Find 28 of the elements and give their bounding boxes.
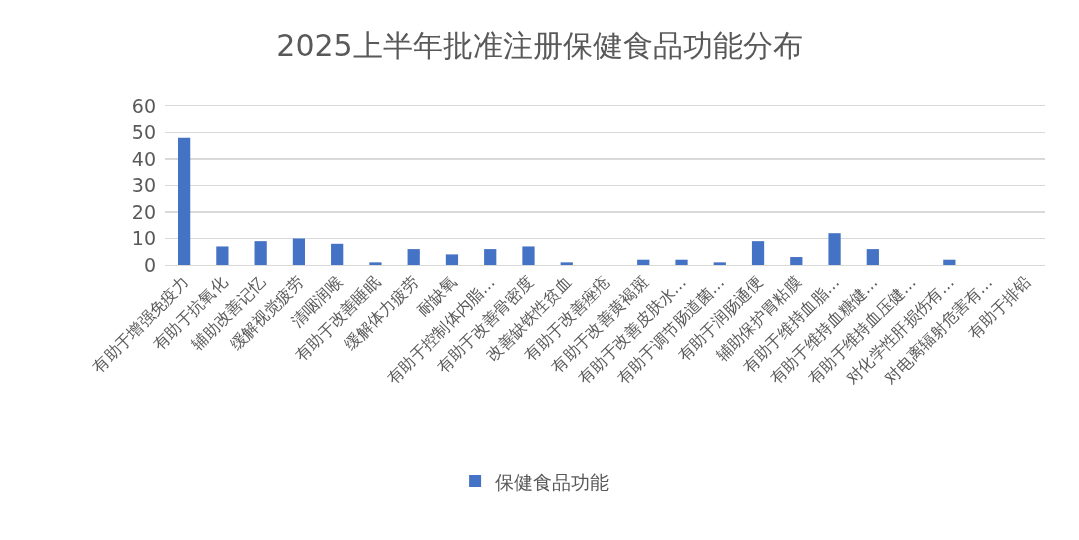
bar — [522, 246, 535, 265]
bar — [484, 249, 497, 265]
bar — [292, 238, 306, 265]
bar — [943, 259, 956, 265]
legend-label: 保健食品功能 — [495, 470, 610, 493]
bar — [560, 262, 573, 265]
bar — [216, 246, 229, 265]
y-tick-label: 30 — [131, 174, 156, 197]
y-tick-label: 10 — [131, 227, 156, 250]
y-tick-label: 60 — [131, 94, 156, 117]
bar — [178, 137, 191, 265]
y-tick-label: 40 — [131, 147, 156, 170]
bar — [407, 249, 420, 265]
bar — [790, 257, 803, 265]
bar — [254, 241, 267, 265]
bar — [445, 254, 459, 265]
bar — [751, 241, 765, 265]
y-tick-label: 50 — [131, 121, 156, 144]
bar — [675, 259, 688, 265]
bar — [331, 243, 344, 265]
bar — [369, 262, 382, 265]
bar — [713, 262, 726, 265]
bar — [637, 259, 650, 265]
y-tick-label: 20 — [131, 200, 156, 223]
y-tick-label: 0 — [143, 253, 156, 276]
chart-title: 2025上半年批准注册保健食品功能分布 — [276, 28, 803, 64]
bar — [828, 233, 841, 265]
bar — [866, 249, 879, 265]
